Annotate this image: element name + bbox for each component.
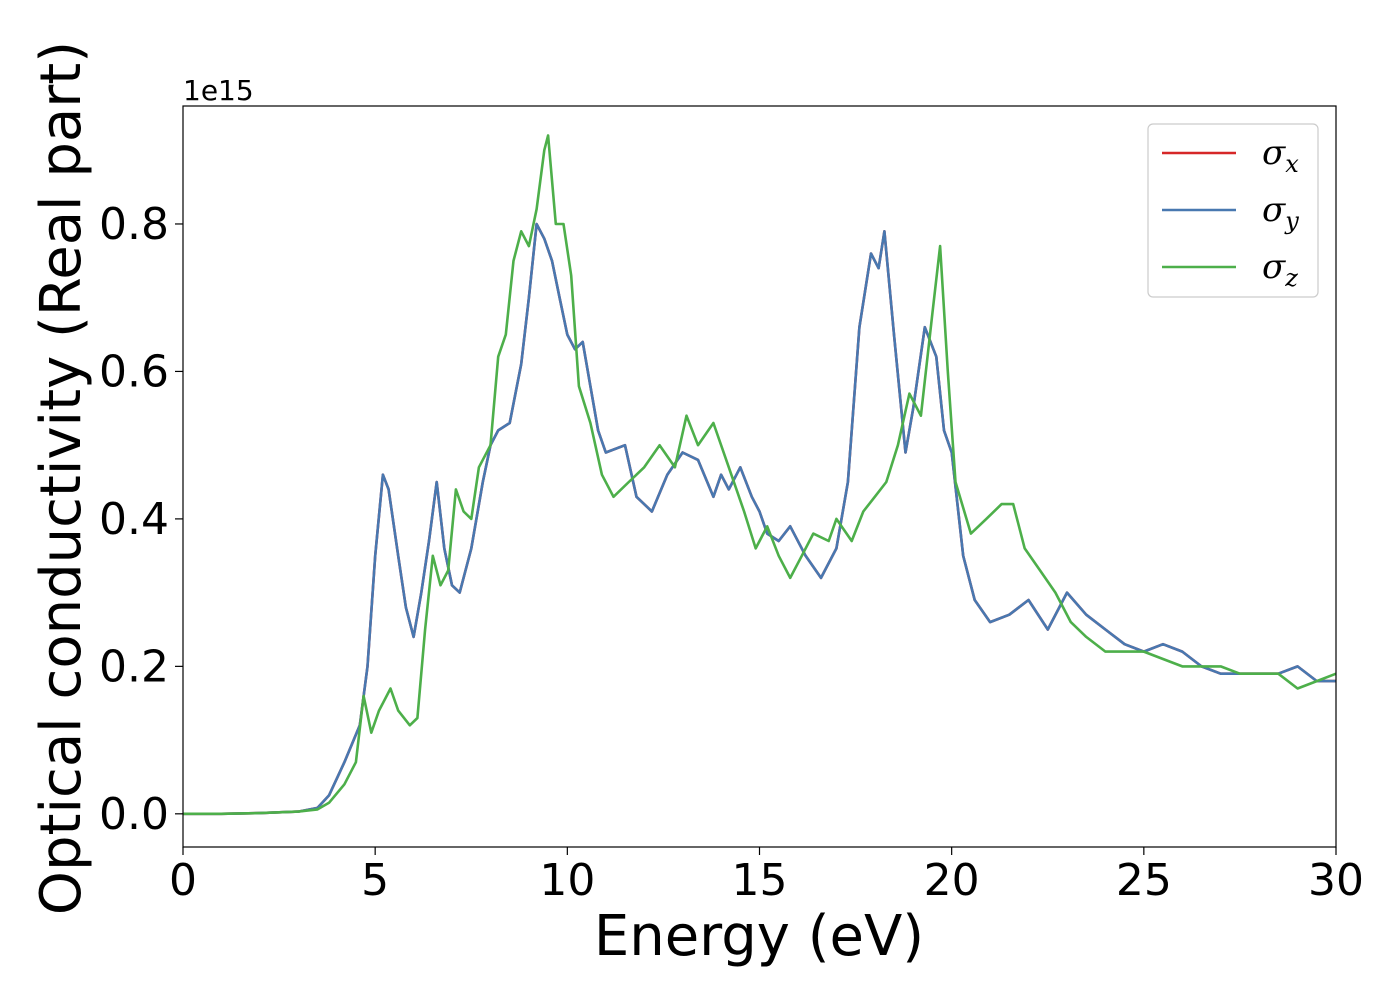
legend-label-sigma-y: σy <box>1262 190 1299 235</box>
x-tick-label: 25 <box>1116 855 1172 906</box>
x-tick-label: 0 <box>169 855 197 906</box>
x-tick-label: 20 <box>924 855 980 906</box>
y-axis: 0.0 0.2 0.4 0.6 0.8 <box>99 199 183 840</box>
y-tick-label: 0.2 <box>99 641 169 692</box>
x-axis-label: Energy (eV) <box>594 904 924 969</box>
x-axis: 0 5 10 15 20 25 30 <box>169 847 1364 906</box>
legend-label-sigma-z: σz <box>1262 247 1298 292</box>
series-line-sigma-y <box>183 222 1336 816</box>
x-tick-label: 15 <box>732 855 788 906</box>
y-axis-label: Optical conductivity (Real part) <box>29 41 94 915</box>
series-layer <box>183 134 1337 816</box>
y-tick-label: 0.6 <box>99 346 169 397</box>
x-tick-label: 10 <box>539 855 595 906</box>
y-offset-label: 1e15 <box>183 74 254 107</box>
series-line-sigma-z <box>183 134 1337 816</box>
y-tick-label: 0.8 <box>99 199 169 250</box>
y-tick-label: 0.4 <box>99 494 169 545</box>
x-tick-label: 30 <box>1308 855 1364 906</box>
legend: σx σy σz <box>1147 123 1319 298</box>
legend-label-sigma-x: σx <box>1262 133 1299 178</box>
series-line-sigma-x <box>183 222 1336 816</box>
x-tick-label: 5 <box>361 855 389 906</box>
y-tick-label: 0.0 <box>99 789 169 840</box>
